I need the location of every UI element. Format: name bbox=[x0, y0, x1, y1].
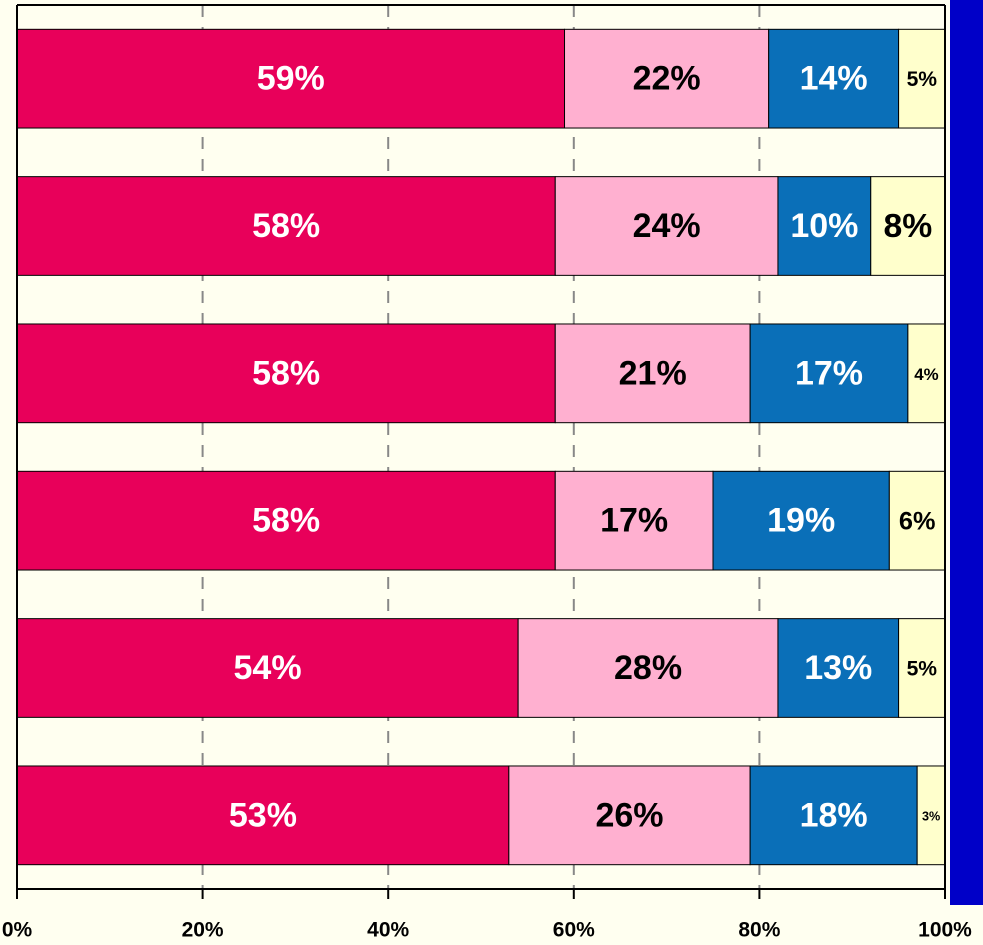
bar-segment bbox=[16, 470, 556, 571]
x-tick-label: 60% bbox=[553, 919, 595, 942]
data-label: 26% bbox=[595, 796, 663, 834]
data-label: 21% bbox=[619, 354, 687, 392]
data-label: 54% bbox=[234, 649, 302, 687]
data-label: 17% bbox=[600, 502, 668, 540]
bar-segment bbox=[898, 618, 946, 718]
data-label: 58% bbox=[252, 502, 320, 540]
bar-segment bbox=[554, 323, 751, 424]
x-tick-label: 20% bbox=[182, 919, 224, 942]
data-label: 6% bbox=[899, 507, 936, 535]
plot-area bbox=[17, 5, 945, 889]
bar-segment bbox=[16, 618, 519, 718]
bar-segment bbox=[508, 765, 751, 866]
bar-segment bbox=[916, 765, 946, 866]
bar-segment bbox=[749, 323, 909, 424]
bar-segment bbox=[16, 28, 566, 129]
data-label: 19% bbox=[767, 502, 835, 540]
data-label: 58% bbox=[252, 207, 320, 245]
data-label: 3% bbox=[922, 810, 940, 824]
bar-segment bbox=[517, 618, 779, 718]
data-label: 53% bbox=[229, 796, 297, 834]
bar-segment bbox=[712, 470, 890, 571]
data-label: 14% bbox=[800, 60, 868, 98]
bar-segment bbox=[777, 618, 900, 718]
bar-segment bbox=[898, 28, 946, 129]
bar-segment bbox=[870, 176, 946, 276]
bar-segment bbox=[768, 28, 900, 129]
data-label: 58% bbox=[252, 354, 320, 392]
bar-segment bbox=[16, 323, 556, 424]
x-tick-label: 100% bbox=[918, 919, 972, 942]
data-label: 24% bbox=[633, 207, 701, 245]
data-label: 28% bbox=[614, 649, 682, 687]
side-strip bbox=[950, 0, 983, 905]
data-label: 8% bbox=[883, 207, 932, 245]
data-label: 4% bbox=[914, 365, 938, 384]
data-label: 59% bbox=[257, 60, 325, 98]
x-tick-label: 0% bbox=[2, 919, 33, 942]
data-label: 17% bbox=[795, 354, 863, 392]
data-label: 22% bbox=[633, 60, 701, 98]
x-tick-label: 40% bbox=[367, 919, 409, 942]
data-label: 5% bbox=[907, 658, 938, 681]
bar-segment bbox=[888, 470, 946, 571]
data-label: 5% bbox=[907, 68, 938, 91]
bar-segment bbox=[554, 176, 779, 276]
data-label: 18% bbox=[800, 796, 868, 834]
bar-segment bbox=[749, 765, 918, 866]
x-tick-label: 80% bbox=[738, 919, 780, 942]
data-label: 13% bbox=[804, 649, 872, 687]
bar-segment bbox=[907, 323, 946, 424]
data-label: 10% bbox=[790, 207, 858, 245]
bar-segment bbox=[16, 176, 556, 276]
bar-segment bbox=[777, 176, 872, 276]
bar-segment bbox=[16, 765, 510, 866]
bar-segment bbox=[554, 470, 714, 571]
bar-segment bbox=[564, 28, 770, 129]
